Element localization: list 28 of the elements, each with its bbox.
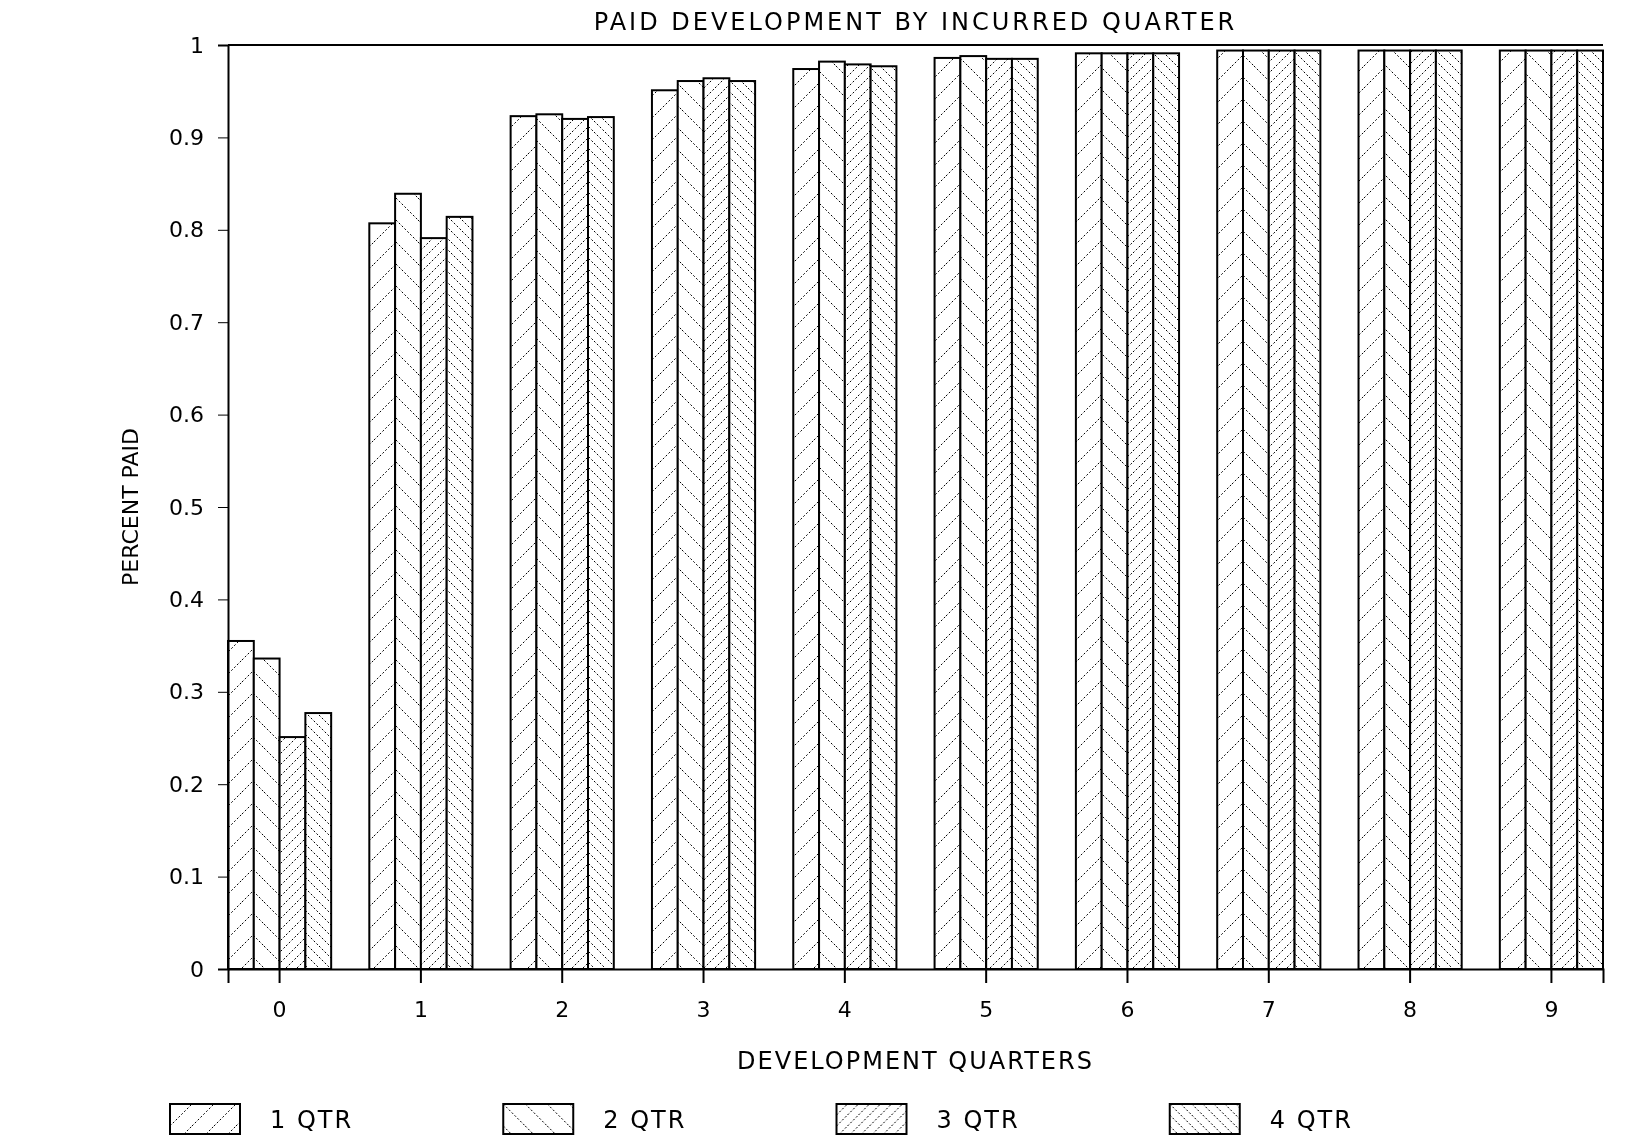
x-axis-title: DEVELOPMENT QUARTERS (737, 1047, 1094, 1075)
y-tick-label: 0.7 (169, 309, 204, 335)
x-tick-label: 1 (413, 996, 428, 1022)
x-tick-label: 3 (696, 996, 711, 1022)
x-tick-label: 6 (1120, 996, 1135, 1022)
x-tick-label: 4 (837, 996, 852, 1022)
y-tick-label: 0.6 (169, 402, 204, 428)
y-tick-label: 0.3 (169, 679, 204, 705)
y-axis-title: PERCENT PAID (118, 428, 143, 586)
legend-label: 2 QTR (603, 1106, 687, 1134)
legend-label: 1 QTR (270, 1106, 354, 1134)
legend-label: 3 QTR (936, 1106, 1020, 1134)
legend-label: 4 QTR (1269, 1106, 1353, 1134)
y-tick-label: 0.1 (169, 864, 204, 890)
y-tick-label: 0 (190, 956, 204, 982)
y-tick-label: 0.2 (169, 771, 204, 797)
x-tick-label: 0 (272, 996, 287, 1022)
y-tick-label: 0.5 (169, 494, 204, 520)
y-tick-label: 0.4 (169, 586, 204, 612)
y-tick-label: 0.9 (169, 124, 204, 150)
x-tick-label: 7 (1261, 996, 1276, 1022)
y-tick-label: 0.8 (169, 217, 204, 243)
x-tick-label: 8 (1403, 996, 1418, 1022)
x-tick-label: 5 (979, 996, 994, 1022)
x-tick-label: 9 (1544, 996, 1559, 1022)
y-tick-label: 1 (190, 32, 204, 58)
chart-title: PAID DEVELOPMENT BY INCURRED QUARTER (593, 8, 1238, 36)
x-tick-label: 2 (555, 996, 570, 1022)
